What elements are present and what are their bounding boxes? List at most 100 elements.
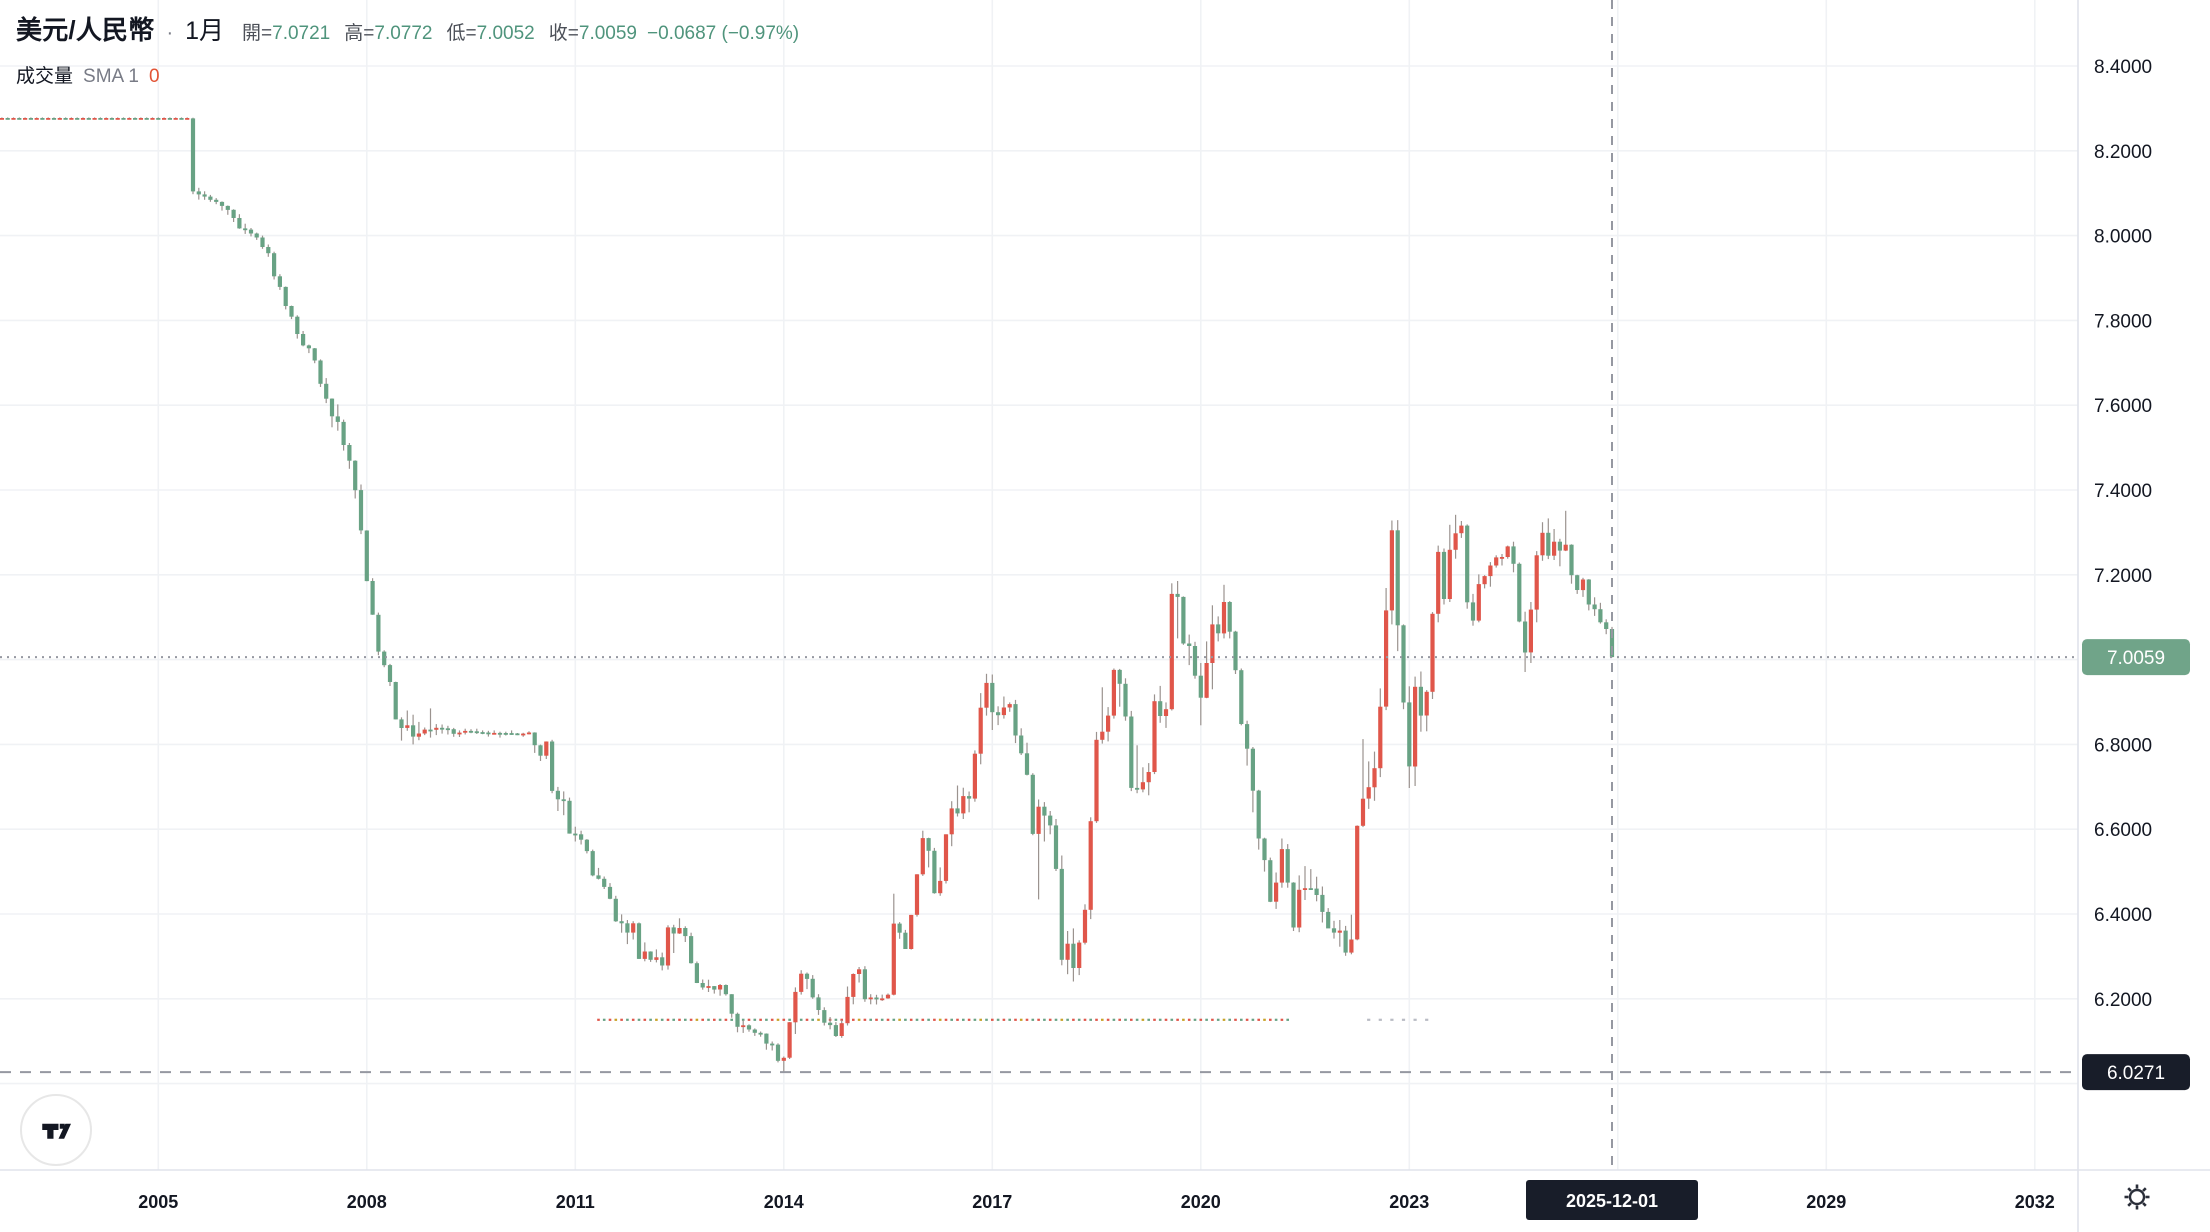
time-axis[interactable]: 2005 2008 2011 2014 2017 2020 2023 2029 2032 bbox=[138, 1192, 2055, 1212]
candle bbox=[642, 942, 647, 962]
symbol-row: 美元/人民幣 · 1月 開=7.0721 高=7.0772 低=7.0052 收… bbox=[16, 10, 799, 47]
candle bbox=[1557, 538, 1562, 567]
ohlc-values: 開=7.0721 高=7.0772 低=7.0052 收=7.0059 bbox=[242, 23, 638, 44]
candle bbox=[775, 1043, 781, 1063]
symbol-title[interactable]: 美元/人民幣 bbox=[16, 15, 155, 45]
high-value: 7.0772 bbox=[374, 23, 433, 44]
candle bbox=[1552, 529, 1557, 560]
candle bbox=[636, 922, 642, 959]
candle bbox=[1065, 931, 1070, 975]
candle bbox=[40, 117, 45, 120]
candle bbox=[1094, 731, 1099, 823]
price-tick-label: 6.2000 bbox=[2094, 990, 2152, 1011]
candle bbox=[260, 235, 265, 249]
price-axis[interactable]: 8.4000 8.2000 8.0000 7.8000 7.6000 7.4000 7.20… bbox=[2094, 57, 2152, 1011]
open-value: 7.0721 bbox=[272, 23, 331, 44]
candle bbox=[996, 706, 1001, 726]
candle bbox=[515, 733, 520, 736]
candle bbox=[104, 117, 109, 120]
candle bbox=[1384, 588, 1389, 711]
candle bbox=[289, 305, 294, 320]
candle bbox=[816, 994, 821, 1015]
candle bbox=[694, 961, 699, 984]
candle bbox=[1048, 811, 1053, 835]
volume-indicator-label[interactable]: 成交量 bbox=[16, 66, 74, 87]
candle bbox=[1088, 817, 1093, 920]
candle bbox=[5, 117, 10, 120]
candle bbox=[1308, 869, 1313, 890]
candle bbox=[1575, 574, 1580, 594]
candle bbox=[1279, 838, 1284, 888]
candle bbox=[335, 404, 340, 431]
candle bbox=[990, 674, 995, 730]
candle bbox=[219, 201, 225, 211]
candle bbox=[700, 979, 705, 990]
svg-text:2025-12-01: 2025-12-01 bbox=[1566, 1191, 1658, 1211]
low-price-badge: 6.0271 bbox=[2082, 1054, 2190, 1091]
candle bbox=[422, 727, 427, 736]
price-tick-label: 7.4000 bbox=[2094, 481, 2152, 502]
candle bbox=[1036, 799, 1041, 900]
candle bbox=[376, 612, 381, 656]
candle bbox=[1013, 699, 1018, 744]
candle bbox=[1459, 521, 1464, 538]
candle bbox=[1274, 872, 1279, 909]
candle bbox=[347, 443, 352, 469]
candle bbox=[1592, 597, 1597, 616]
candle bbox=[156, 117, 161, 120]
low-value: 7.0052 bbox=[476, 23, 535, 44]
year-tick-label: 2023 bbox=[1389, 1192, 1429, 1212]
candle bbox=[11, 117, 16, 120]
candle bbox=[1030, 773, 1035, 836]
candle bbox=[434, 724, 439, 736]
year-tick-label: 2005 bbox=[138, 1192, 178, 1212]
candle bbox=[920, 830, 925, 876]
candlestick-series[interactable] bbox=[0, 117, 1615, 1073]
candle bbox=[98, 117, 103, 120]
candle bbox=[845, 986, 850, 1026]
candle bbox=[758, 1031, 763, 1037]
title-separator: · bbox=[166, 22, 174, 44]
candle bbox=[46, 117, 51, 120]
candle bbox=[51, 117, 57, 120]
candle bbox=[1221, 584, 1227, 639]
candle bbox=[1146, 763, 1151, 796]
candle bbox=[938, 867, 943, 896]
time-axis-settings-button[interactable] bbox=[2120, 1180, 2154, 1214]
volume-indicator-row: 成交量 SMA 1 0 bbox=[16, 61, 799, 88]
candle bbox=[584, 839, 589, 854]
candle bbox=[1540, 522, 1545, 561]
candle bbox=[926, 837, 931, 868]
candle bbox=[162, 117, 167, 120]
candle bbox=[1169, 583, 1174, 711]
candle bbox=[248, 228, 254, 237]
candle bbox=[1441, 548, 1447, 605]
candle bbox=[1129, 710, 1134, 792]
candle bbox=[1534, 551, 1539, 623]
candle bbox=[1204, 641, 1209, 699]
candle bbox=[1499, 554, 1505, 566]
candle bbox=[468, 729, 474, 734]
interval-label[interactable]: 1月 bbox=[185, 17, 225, 45]
candle bbox=[1198, 663, 1203, 726]
candle bbox=[486, 730, 491, 737]
last-price-badge: 7.0059 bbox=[2082, 639, 2190, 676]
candle bbox=[1059, 855, 1064, 966]
candle bbox=[567, 797, 572, 834]
candle bbox=[451, 727, 456, 737]
candle bbox=[984, 673, 989, 716]
candle bbox=[1447, 524, 1452, 602]
tradingview-logo[interactable] bbox=[20, 1094, 92, 1166]
candle bbox=[277, 274, 282, 290]
candle bbox=[173, 117, 178, 120]
price-tick-label: 6.4000 bbox=[2094, 905, 2152, 926]
candle bbox=[1001, 696, 1006, 719]
candle bbox=[1111, 668, 1116, 719]
candle bbox=[804, 972, 810, 990]
candle bbox=[781, 1056, 786, 1073]
candle bbox=[857, 967, 862, 983]
candle bbox=[967, 791, 972, 813]
candle bbox=[1418, 671, 1423, 732]
candle bbox=[1152, 694, 1157, 775]
